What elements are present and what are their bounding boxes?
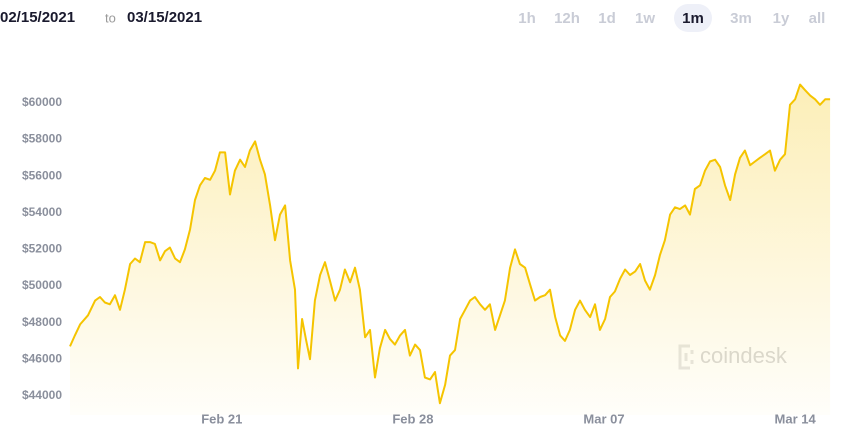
range-button[interactable]: 1m	[682, 10, 704, 27]
y-tick-label: $48000	[22, 315, 62, 329]
y-tick-label: $52000	[22, 242, 62, 256]
y-tick-label: $50000	[22, 278, 62, 292]
y-tick-label: $44000	[22, 388, 62, 402]
start-date: 02/15/2021	[0, 9, 75, 26]
x-tick-label: Mar 14	[775, 411, 817, 426]
x-tick-label: Mar 07	[583, 411, 624, 426]
date-separator: to	[105, 10, 116, 25]
y-tick-label: $46000	[22, 351, 62, 365]
range-button[interactable]: 1w	[635, 10, 655, 27]
range-button[interactable]: 1y	[773, 10, 790, 27]
range-button[interactable]: all	[809, 10, 826, 27]
range-button[interactable]: 1h	[518, 10, 536, 27]
end-date: 03/15/2021	[127, 9, 202, 26]
range-button[interactable]: 12h	[554, 10, 580, 27]
y-tick-label: $60000	[22, 95, 62, 109]
area-fill	[70, 84, 831, 415]
y-tick-label: $56000	[22, 168, 62, 182]
range-selector: 1h 12h 1d 1w 1m 3m 1y all	[518, 4, 825, 32]
range-button[interactable]: 1d	[598, 10, 616, 27]
x-tick-label: Feb 21	[201, 411, 242, 426]
range-button[interactable]: 3m	[730, 10, 752, 27]
price-line	[69, 83, 831, 405]
y-tick-label: $54000	[22, 205, 62, 219]
x-tick-label: Feb 28	[392, 411, 433, 426]
active-range-pill	[674, 4, 712, 32]
y-tick-label: $58000	[22, 132, 62, 146]
